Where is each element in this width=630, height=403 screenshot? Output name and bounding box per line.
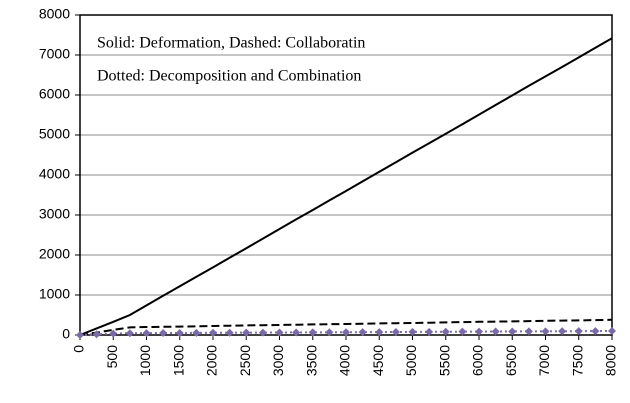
x-tick-label: 7000 xyxy=(536,345,552,376)
marker xyxy=(574,327,583,336)
x-tick-label: 8000 xyxy=(603,345,619,376)
marker xyxy=(192,328,201,337)
marker xyxy=(242,328,251,337)
y-tick-label: 2000 xyxy=(39,246,70,262)
marker xyxy=(308,328,317,337)
x-tick-label: 500 xyxy=(104,345,120,369)
x-tick-label: 2500 xyxy=(237,345,253,376)
marker xyxy=(508,327,517,336)
annotation: Dotted: Decomposition and Combination xyxy=(97,68,361,85)
y-tick-label: 0 xyxy=(62,326,70,342)
marker xyxy=(175,328,184,337)
x-tick-label: 4500 xyxy=(370,345,386,376)
y-tick-label: 7000 xyxy=(39,46,70,62)
x-tick-label: 2000 xyxy=(204,345,220,376)
annotation: Solid: Deformation, Dashed: Collaboratin xyxy=(97,35,365,52)
marker xyxy=(325,328,334,337)
x-tick-label: 0 xyxy=(71,345,87,353)
marker xyxy=(541,327,550,336)
marker xyxy=(109,329,118,338)
marker xyxy=(358,328,367,337)
marker xyxy=(258,328,267,337)
x-tick-label: 6500 xyxy=(503,345,519,376)
marker xyxy=(408,327,417,336)
y-tick-label: 6000 xyxy=(39,86,70,102)
x-tick-label: 5000 xyxy=(403,345,419,376)
y-tick-label: 5000 xyxy=(39,126,70,142)
x-tick-label: 4000 xyxy=(337,345,353,376)
x-tick-label: 1500 xyxy=(170,345,186,376)
x-tick-label: 1000 xyxy=(137,345,153,376)
marker xyxy=(292,328,301,337)
marker xyxy=(608,327,616,335)
marker xyxy=(475,327,483,336)
series-line xyxy=(79,318,613,336)
marker xyxy=(225,328,234,337)
marker xyxy=(159,329,168,338)
marker xyxy=(92,330,101,339)
series-line xyxy=(79,37,613,336)
marker xyxy=(491,327,500,336)
x-tick-label: 5500 xyxy=(436,345,452,376)
marker xyxy=(591,327,600,336)
marker xyxy=(142,329,151,338)
marker xyxy=(441,327,450,336)
x-tick-label: 3500 xyxy=(303,345,319,376)
marker xyxy=(425,327,434,336)
x-tick-label: 6000 xyxy=(470,345,486,376)
marker xyxy=(458,327,467,336)
y-tick-label: 1000 xyxy=(39,286,70,302)
marker xyxy=(209,328,217,337)
marker xyxy=(375,328,384,337)
marker xyxy=(342,328,350,337)
y-tick-label: 4000 xyxy=(39,166,70,182)
y-tick-label: 8000 xyxy=(39,6,70,22)
x-tick-label: 7500 xyxy=(569,345,585,376)
marker xyxy=(76,331,84,339)
y-tick-label: 3000 xyxy=(39,206,70,222)
x-tick-label: 3000 xyxy=(270,345,286,376)
marker xyxy=(558,327,567,336)
marker xyxy=(524,327,533,336)
marker xyxy=(275,328,284,337)
marker xyxy=(125,329,134,338)
marker xyxy=(391,328,400,336)
